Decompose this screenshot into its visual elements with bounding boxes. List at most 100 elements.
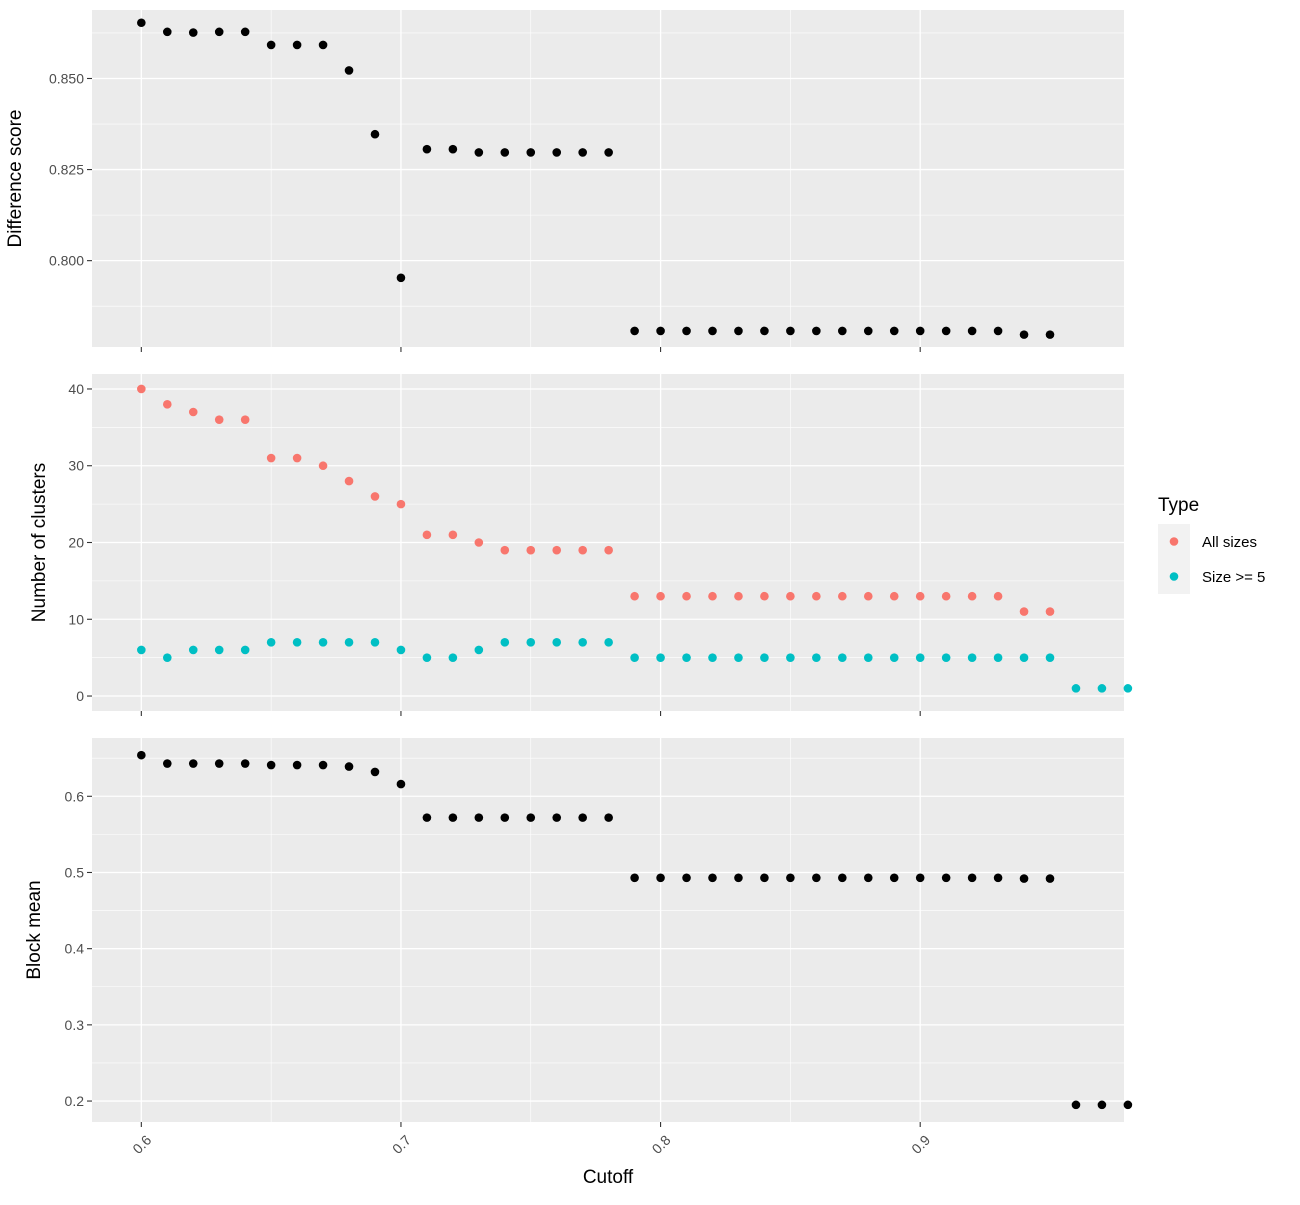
y-tick-label: 0.3 [65, 1017, 85, 1033]
data-point [214, 415, 224, 424]
data-point [1019, 330, 1029, 339]
data-point [162, 653, 172, 662]
data-point [266, 637, 276, 647]
data-point [448, 144, 458, 154]
x-tick-label: 0.9 [908, 1132, 933, 1157]
data-point [500, 148, 510, 157]
data-point [396, 779, 406, 789]
legend-label: Size >= 5 [1202, 569, 1265, 586]
y-axis-title: Number of clusters [29, 463, 50, 622]
data-point [1071, 684, 1081, 693]
data-point [214, 27, 224, 37]
data-point [863, 326, 873, 336]
data-point [915, 653, 925, 662]
data-point [760, 326, 769, 336]
series-panel1-1 [137, 18, 1055, 339]
data-point [838, 873, 847, 883]
data-point [448, 530, 458, 540]
data-point [137, 18, 146, 28]
data-point [630, 591, 639, 601]
data-point [1019, 607, 1029, 616]
data-point [318, 40, 328, 50]
y-tick-label: 0.825 [49, 162, 84, 178]
y-tick-label: 40 [68, 381, 84, 397]
data-point [552, 148, 562, 157]
data-point [941, 873, 951, 883]
data-point [682, 653, 691, 662]
data-point [708, 653, 717, 662]
data-point [915, 326, 925, 336]
data-point [552, 545, 562, 555]
data-point [188, 759, 198, 768]
data-point [370, 767, 380, 777]
legend-label: All sizes [1202, 534, 1257, 551]
data-point [240, 27, 250, 37]
data-point [1071, 1100, 1081, 1110]
data-point [708, 873, 717, 883]
data-point [1019, 653, 1029, 662]
y-tick-label: 20 [68, 535, 84, 551]
data-point [656, 326, 665, 336]
y-tick-label: 0.2 [65, 1093, 85, 1109]
data-point [500, 813, 510, 822]
data-point [1097, 1100, 1107, 1110]
data-point [941, 653, 951, 662]
data-point [344, 66, 354, 75]
data-point [889, 873, 899, 883]
data-point [993, 591, 1003, 601]
data-point [137, 384, 146, 394]
panel-2: 0 10 20 30 40 Number of clusters [29, 374, 1133, 716]
y-tick-label: 30 [68, 458, 84, 474]
panel-3: 0.2 0.3 0.4 0.5 0.6 Block mean [24, 738, 1133, 1127]
data-point [422, 144, 432, 154]
data-point [1019, 874, 1029, 883]
data-point [1045, 330, 1055, 339]
data-point [941, 326, 951, 336]
data-point [630, 326, 639, 336]
y-tick-label: 10 [68, 611, 84, 627]
y-tick-label: 0.800 [49, 253, 84, 269]
data-point [266, 40, 276, 50]
data-point [162, 400, 172, 409]
data-point [604, 545, 613, 555]
data-point [838, 653, 847, 662]
data-point [162, 27, 172, 37]
data-point [552, 637, 562, 647]
data-point [734, 873, 743, 883]
data-point [292, 760, 302, 770]
data-point [812, 873, 821, 883]
panel-background [92, 10, 1124, 347]
data-point [526, 637, 536, 647]
data-point [630, 873, 639, 883]
data-point [604, 637, 613, 647]
data-point [240, 415, 250, 424]
data-point [734, 591, 743, 601]
data-point [889, 591, 899, 601]
data-point [734, 653, 743, 662]
data-point [863, 591, 873, 601]
y-axis-title: Difference score [5, 110, 26, 248]
data-point [578, 545, 587, 555]
data-point [578, 148, 587, 157]
data-point [993, 653, 1003, 662]
y-tick-label: 0 [76, 688, 84, 704]
data-point [967, 653, 977, 662]
data-point [578, 813, 587, 822]
data-point [137, 750, 146, 760]
data-point [474, 813, 484, 822]
data-point [240, 645, 250, 655]
data-point [162, 759, 172, 768]
data-point [1097, 684, 1107, 693]
data-point [941, 591, 951, 601]
data-point [422, 813, 432, 822]
data-point [889, 326, 899, 336]
panel-background [92, 738, 1124, 1122]
data-point [396, 645, 406, 655]
data-point [448, 813, 458, 822]
data-point [1123, 684, 1133, 693]
data-point [812, 653, 821, 662]
data-point [604, 148, 613, 157]
data-point [422, 530, 432, 540]
data-point [318, 461, 328, 471]
data-point [838, 591, 847, 601]
